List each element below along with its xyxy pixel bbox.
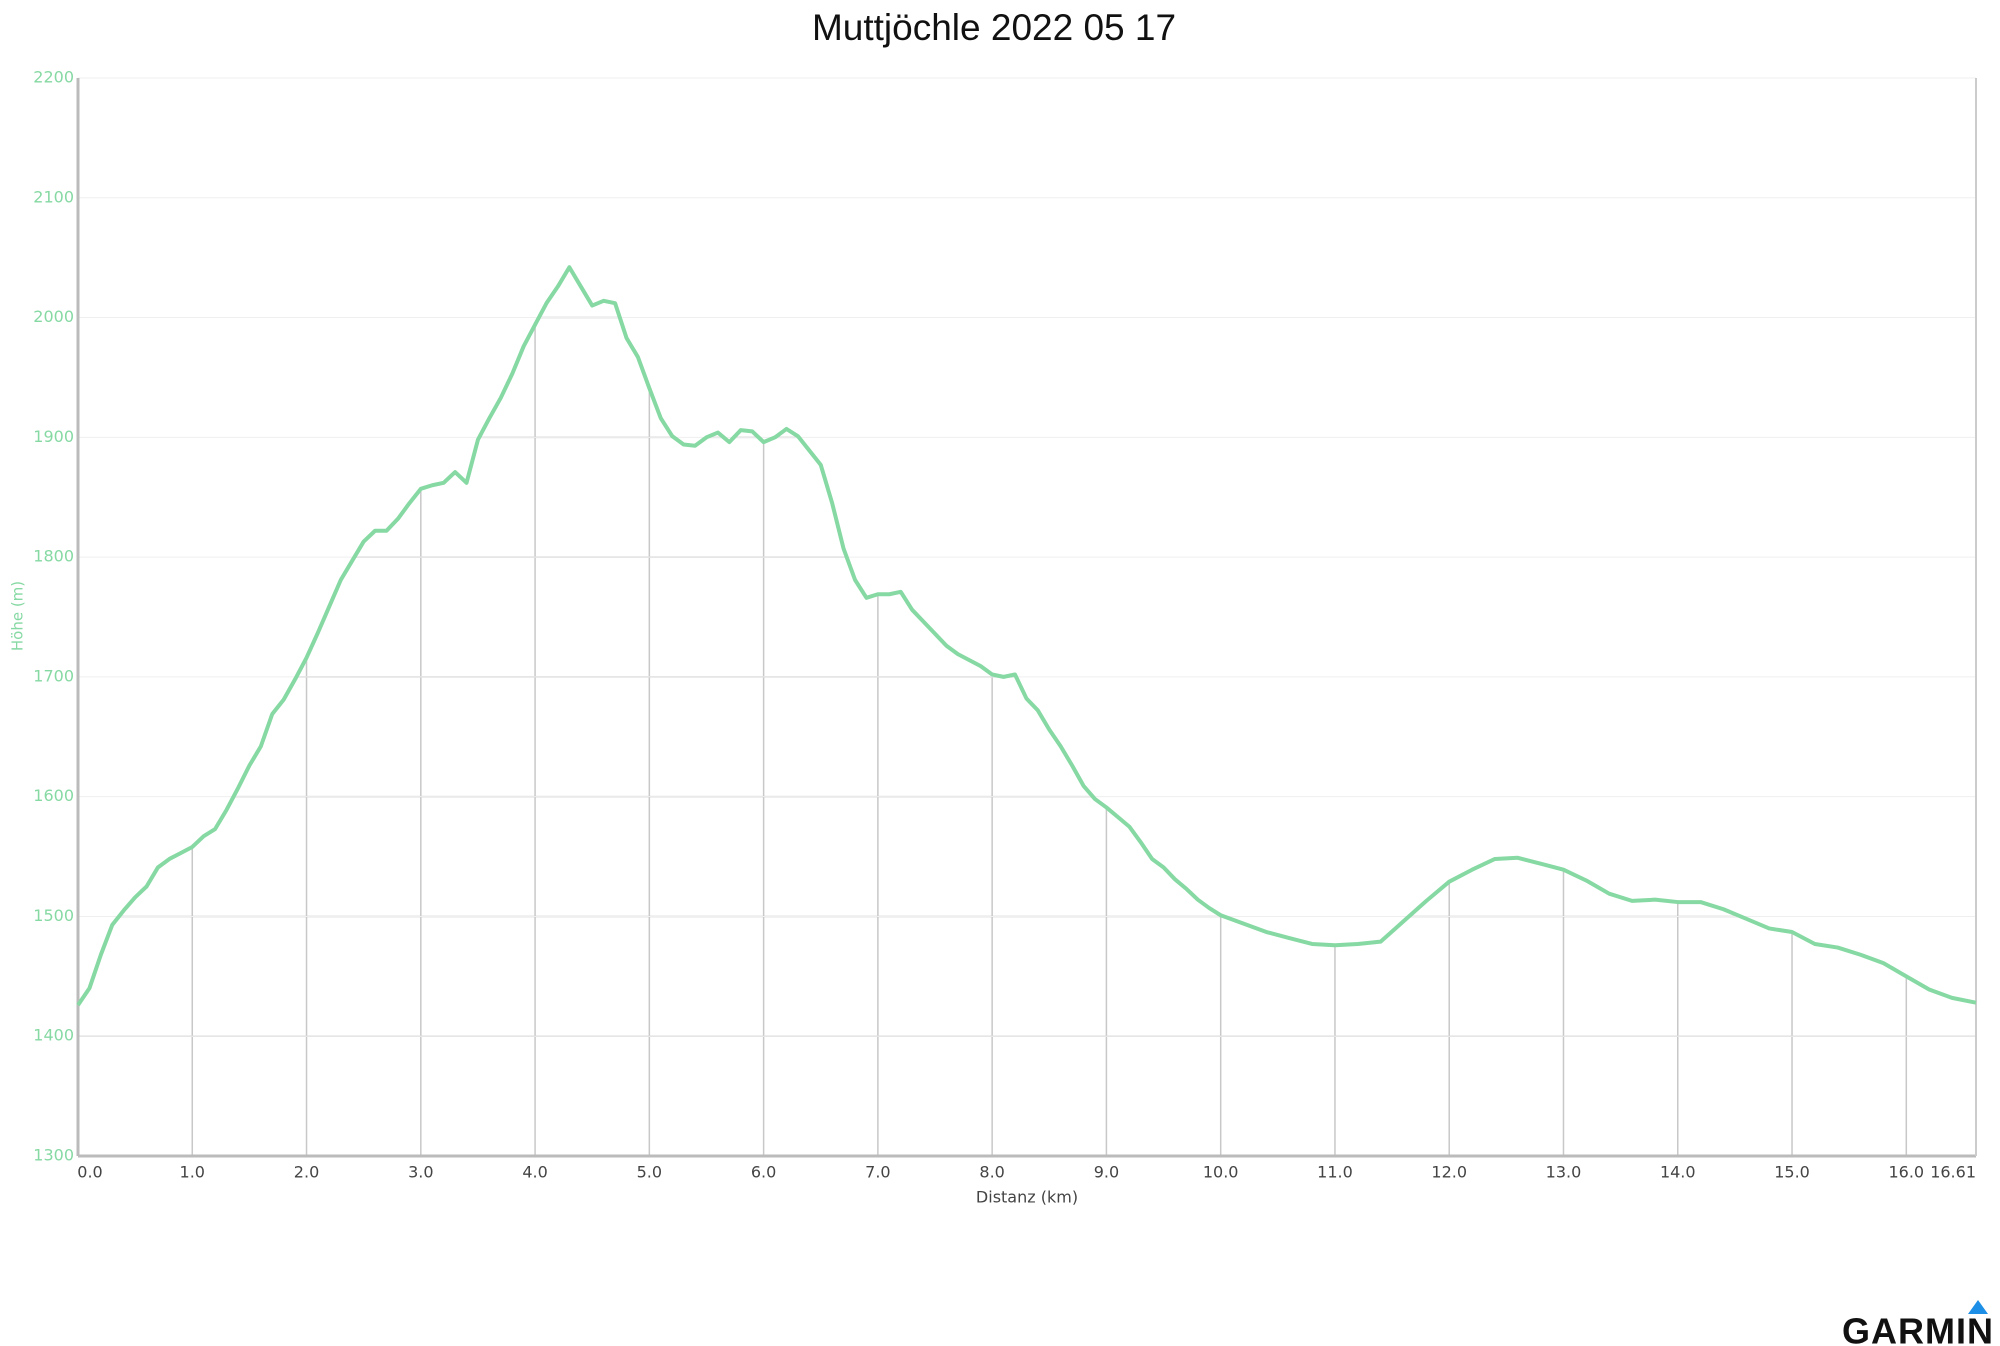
x-tick-label: 6.0 bbox=[751, 1163, 776, 1182]
y-tick-label: 1900 bbox=[33, 427, 74, 446]
elevation-line bbox=[76, 265, 1977, 1007]
y-tick-label: 2100 bbox=[33, 187, 74, 206]
logo-triangle bbox=[1968, 1300, 1988, 1314]
x-tick-label: 16.0 bbox=[1888, 1163, 1924, 1182]
grid-under bbox=[78, 267, 1976, 1156]
y-tick-label: 1300 bbox=[33, 1146, 74, 1165]
x-tick-label: 4.0 bbox=[522, 1163, 547, 1182]
y-axis-title: Höhe (m) bbox=[9, 581, 27, 651]
x-tick-label: 16.61 bbox=[1930, 1163, 1976, 1182]
x-tick-label: 11.0 bbox=[1317, 1163, 1353, 1182]
x-tick-label: 13.0 bbox=[1546, 1163, 1582, 1182]
y-tick-label: 1400 bbox=[33, 1026, 74, 1045]
y-tick-label: 1800 bbox=[33, 547, 74, 566]
x-tick-label: 14.0 bbox=[1660, 1163, 1696, 1182]
x-tick-label: 7.0 bbox=[865, 1163, 890, 1182]
x-tick-label: 15.0 bbox=[1774, 1163, 1810, 1182]
logo: GARMIN bbox=[1842, 1311, 1994, 1346]
x-tick-label: 8.0 bbox=[979, 1163, 1004, 1182]
x-axis-title: Distanz (km) bbox=[976, 1188, 1078, 1207]
y-tick-label: 1700 bbox=[33, 666, 74, 685]
x-tick-label: 10.0 bbox=[1203, 1163, 1239, 1182]
y-tick-label: 2200 bbox=[33, 68, 74, 87]
chart-title: Muttjöchle 2022 05 17 bbox=[812, 7, 1176, 48]
x-tick-label: 5.0 bbox=[637, 1163, 662, 1182]
y-tick-label: 1500 bbox=[33, 906, 74, 925]
x-tick-label: 3.0 bbox=[408, 1163, 433, 1182]
x-tick-label: 1.0 bbox=[180, 1163, 205, 1182]
x-tick-label: 2.0 bbox=[294, 1163, 319, 1182]
x-tick-label: 9.0 bbox=[1094, 1163, 1119, 1182]
y-tick-label: 2000 bbox=[33, 307, 74, 326]
x-tick-label: 12.0 bbox=[1431, 1163, 1467, 1182]
y-tick-label: 1600 bbox=[33, 786, 74, 805]
x-tick-label: 0.0 bbox=[77, 1163, 102, 1182]
